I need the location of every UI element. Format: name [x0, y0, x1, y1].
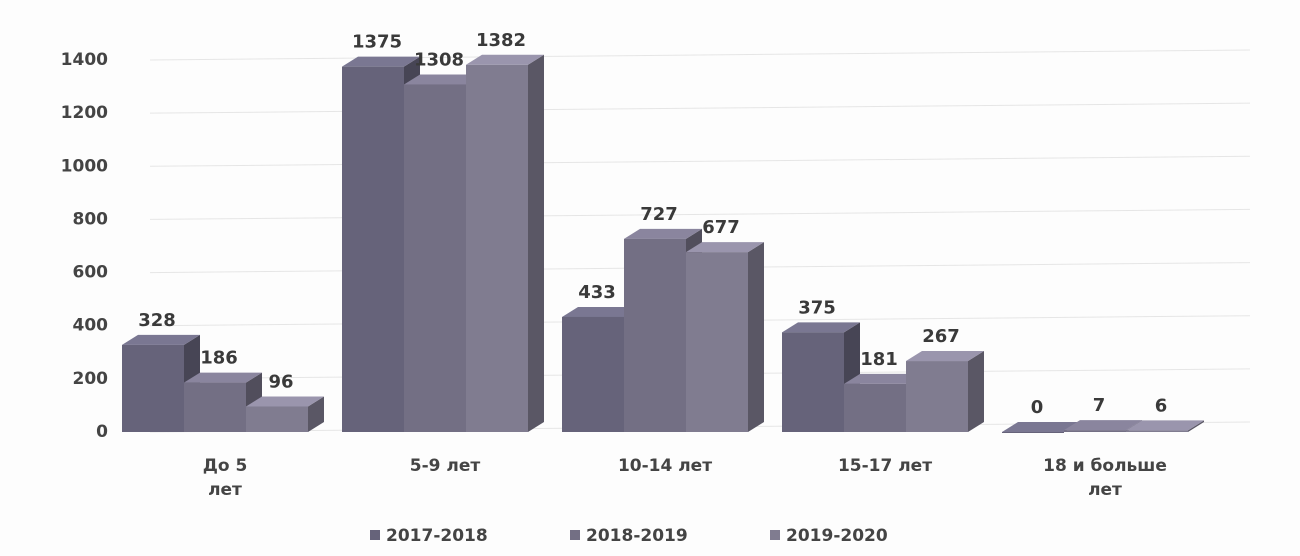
- data-label: 1375: [352, 32, 402, 53]
- data-label: 7: [1093, 395, 1106, 416]
- data-label: 677: [702, 217, 740, 238]
- y-tick-label: 1000: [61, 156, 108, 176]
- bar-side: [748, 242, 764, 432]
- bar: [686, 252, 748, 432]
- grid-line: [149, 208, 1251, 220]
- y-tick-label: 0: [96, 422, 108, 442]
- bar: [624, 238, 686, 432]
- data-label: 6: [1155, 395, 1168, 416]
- bar-side: [1188, 420, 1204, 432]
- data-label: 267: [922, 326, 960, 347]
- bar-top: [1064, 420, 1142, 431]
- bar-top: [184, 372, 262, 383]
- legend-label: 2017-2018: [386, 526, 488, 546]
- data-label: 0: [1031, 397, 1044, 418]
- bar-top: [844, 373, 922, 384]
- bar: [1064, 430, 1126, 432]
- bar-top: [342, 56, 420, 67]
- data-label: 375: [798, 297, 836, 318]
- bar: [466, 64, 528, 432]
- y-tick-label: 400: [73, 316, 109, 336]
- y-tick-label: 600: [73, 263, 109, 283]
- bar: [184, 382, 246, 432]
- data-label: 1308: [414, 49, 464, 70]
- data-label: 181: [860, 349, 898, 370]
- bar-top: [1002, 422, 1080, 432]
- data-label: 727: [640, 204, 678, 225]
- bar-side: [528, 54, 544, 432]
- y-tick-label: 800: [73, 209, 109, 229]
- legend-swatch: [570, 530, 580, 540]
- bar: [1126, 430, 1188, 432]
- data-label: 1382: [476, 30, 526, 51]
- bar-top: [1126, 420, 1204, 431]
- y-tick-label: 1400: [61, 50, 108, 70]
- bar: [906, 361, 968, 432]
- bar: [246, 406, 308, 432]
- bar-top: [404, 74, 482, 85]
- bar: [404, 84, 466, 433]
- bar-top: [466, 54, 544, 65]
- grid-line: [149, 155, 1251, 167]
- bar-top: [686, 242, 764, 253]
- legend-swatch: [370, 530, 380, 540]
- x-tick-label: 15-17 лет: [838, 456, 932, 476]
- grid-line: [149, 49, 1251, 61]
- data-label: 186: [200, 348, 238, 369]
- bar: [562, 316, 624, 432]
- bar-top: [562, 306, 640, 317]
- grid-line: [149, 102, 1251, 114]
- legend-swatch: [770, 530, 780, 540]
- x-tick-label: До 5 лет: [203, 456, 248, 500]
- bar-top: [906, 351, 984, 362]
- legend-label: 2019-2020: [786, 526, 888, 546]
- bar-top: [624, 228, 702, 239]
- bar-side: [308, 396, 324, 432]
- data-label: 96: [268, 371, 293, 392]
- bar: [1002, 432, 1064, 433]
- bar: [844, 383, 906, 432]
- x-tick-label: 18 и больше лет: [1043, 456, 1167, 500]
- x-tick-label: 5-9 лет: [410, 456, 481, 476]
- bar-side: [968, 351, 984, 432]
- y-tick-label: 1200: [61, 103, 108, 123]
- legend-label: 2018-2019: [586, 526, 688, 546]
- data-label: 433: [578, 282, 616, 303]
- bar: [122, 344, 184, 432]
- y-tick-label: 200: [73, 369, 109, 389]
- data-label: 328: [138, 310, 176, 331]
- x-tick-label: 10-14 лет: [618, 456, 712, 476]
- bar: [782, 332, 844, 432]
- bar-top: [246, 396, 324, 407]
- bar-top: [122, 334, 200, 345]
- bar-top: [782, 322, 860, 333]
- bar: [342, 66, 404, 433]
